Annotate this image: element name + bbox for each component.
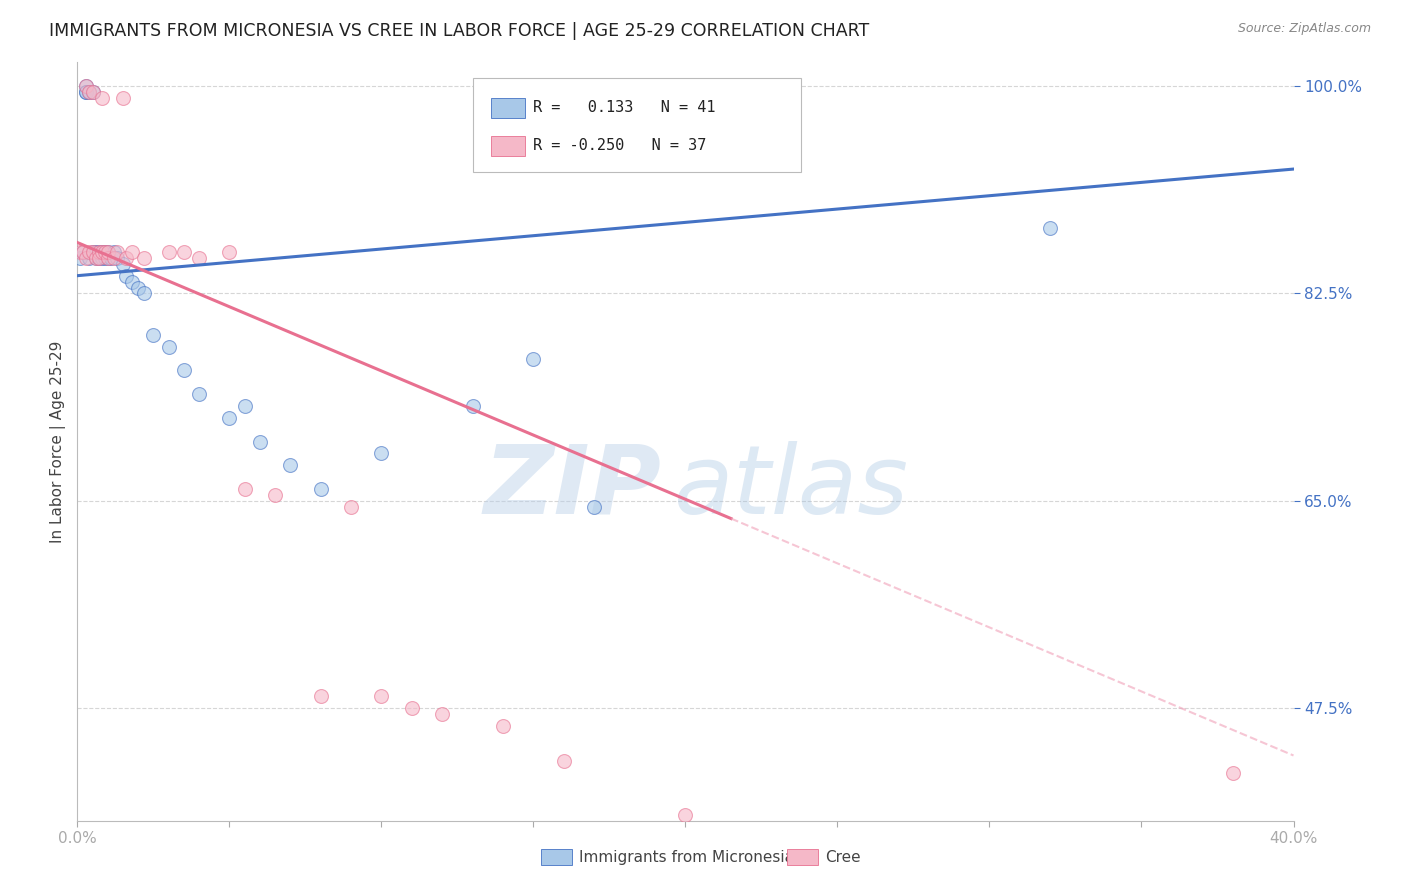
Point	[115, 251, 138, 265]
FancyBboxPatch shape	[491, 136, 524, 156]
Text: atlas: atlas	[673, 441, 908, 533]
Point	[75, 85, 97, 99]
Point	[93, 251, 115, 265]
Point	[69, 251, 91, 265]
Point	[675, 807, 697, 822]
Point	[173, 363, 195, 377]
Point	[121, 245, 143, 260]
Point	[218, 410, 240, 425]
Point	[87, 245, 110, 260]
Point	[173, 245, 195, 260]
Point	[157, 245, 180, 260]
Point	[97, 245, 120, 260]
Point	[79, 85, 101, 99]
Text: IMMIGRANTS FROM MICRONESIA VS CREE IN LABOR FORCE | AGE 25-29 CORRELATION CHART: IMMIGRANTS FROM MICRONESIA VS CREE IN LA…	[49, 22, 869, 40]
Point	[75, 85, 97, 99]
Point	[553, 755, 575, 769]
Point	[97, 245, 120, 260]
Point	[127, 280, 149, 294]
Point	[105, 251, 128, 265]
Point	[82, 85, 104, 99]
Point	[87, 251, 110, 265]
Point	[82, 245, 104, 260]
Point	[430, 706, 453, 721]
Point	[249, 434, 271, 449]
Point	[1039, 221, 1062, 235]
Point	[233, 399, 256, 413]
Point	[97, 251, 120, 265]
Point	[84, 245, 107, 260]
Y-axis label: In Labor Force | Age 25-29: In Labor Force | Age 25-29	[51, 341, 66, 542]
Point	[142, 327, 165, 342]
Point	[492, 719, 515, 733]
Point	[72, 245, 94, 260]
Point	[121, 275, 143, 289]
Point	[111, 91, 134, 105]
Text: R =   0.133   N = 41: R = 0.133 N = 41	[533, 101, 716, 115]
Point	[90, 251, 112, 265]
Point	[583, 500, 606, 514]
Point	[84, 251, 107, 265]
Point	[82, 85, 104, 99]
FancyBboxPatch shape	[491, 98, 524, 118]
Point	[105, 245, 128, 260]
Text: ZIP: ZIP	[484, 441, 661, 533]
Point	[111, 257, 134, 271]
Point	[75, 79, 97, 94]
Point	[97, 251, 120, 265]
FancyBboxPatch shape	[472, 78, 801, 172]
Text: R = -0.250   N = 37: R = -0.250 N = 37	[533, 138, 707, 153]
Point	[522, 351, 544, 366]
Point	[87, 245, 110, 260]
Point	[309, 690, 332, 704]
Point	[278, 458, 301, 473]
Point	[69, 245, 91, 260]
Point	[103, 245, 125, 260]
Point	[79, 251, 101, 265]
Point	[84, 251, 107, 265]
Point	[75, 79, 97, 94]
Point	[82, 245, 104, 260]
Point	[188, 251, 211, 265]
Point	[1222, 766, 1244, 780]
Point	[72, 245, 94, 260]
Text: Immigrants from Micronesia: Immigrants from Micronesia	[579, 850, 794, 864]
Point	[79, 85, 101, 99]
Point	[87, 251, 110, 265]
Point	[134, 251, 156, 265]
Point	[401, 701, 423, 715]
Point	[115, 268, 138, 283]
Point	[79, 245, 101, 260]
Text: Cree: Cree	[825, 850, 860, 864]
Point	[309, 482, 332, 496]
Point	[93, 245, 115, 260]
Point	[340, 500, 363, 514]
Point	[233, 482, 256, 496]
Point	[370, 446, 392, 460]
Point	[461, 399, 484, 413]
Point	[93, 245, 115, 260]
Point	[218, 245, 240, 260]
Point	[90, 245, 112, 260]
Text: Source: ZipAtlas.com: Source: ZipAtlas.com	[1237, 22, 1371, 36]
Point	[90, 91, 112, 105]
Point	[370, 690, 392, 704]
Point	[75, 251, 97, 265]
Point	[90, 245, 112, 260]
Point	[103, 251, 125, 265]
Point	[157, 340, 180, 354]
Point	[134, 286, 156, 301]
Point	[100, 251, 122, 265]
Point	[188, 387, 211, 401]
Point	[264, 488, 287, 502]
